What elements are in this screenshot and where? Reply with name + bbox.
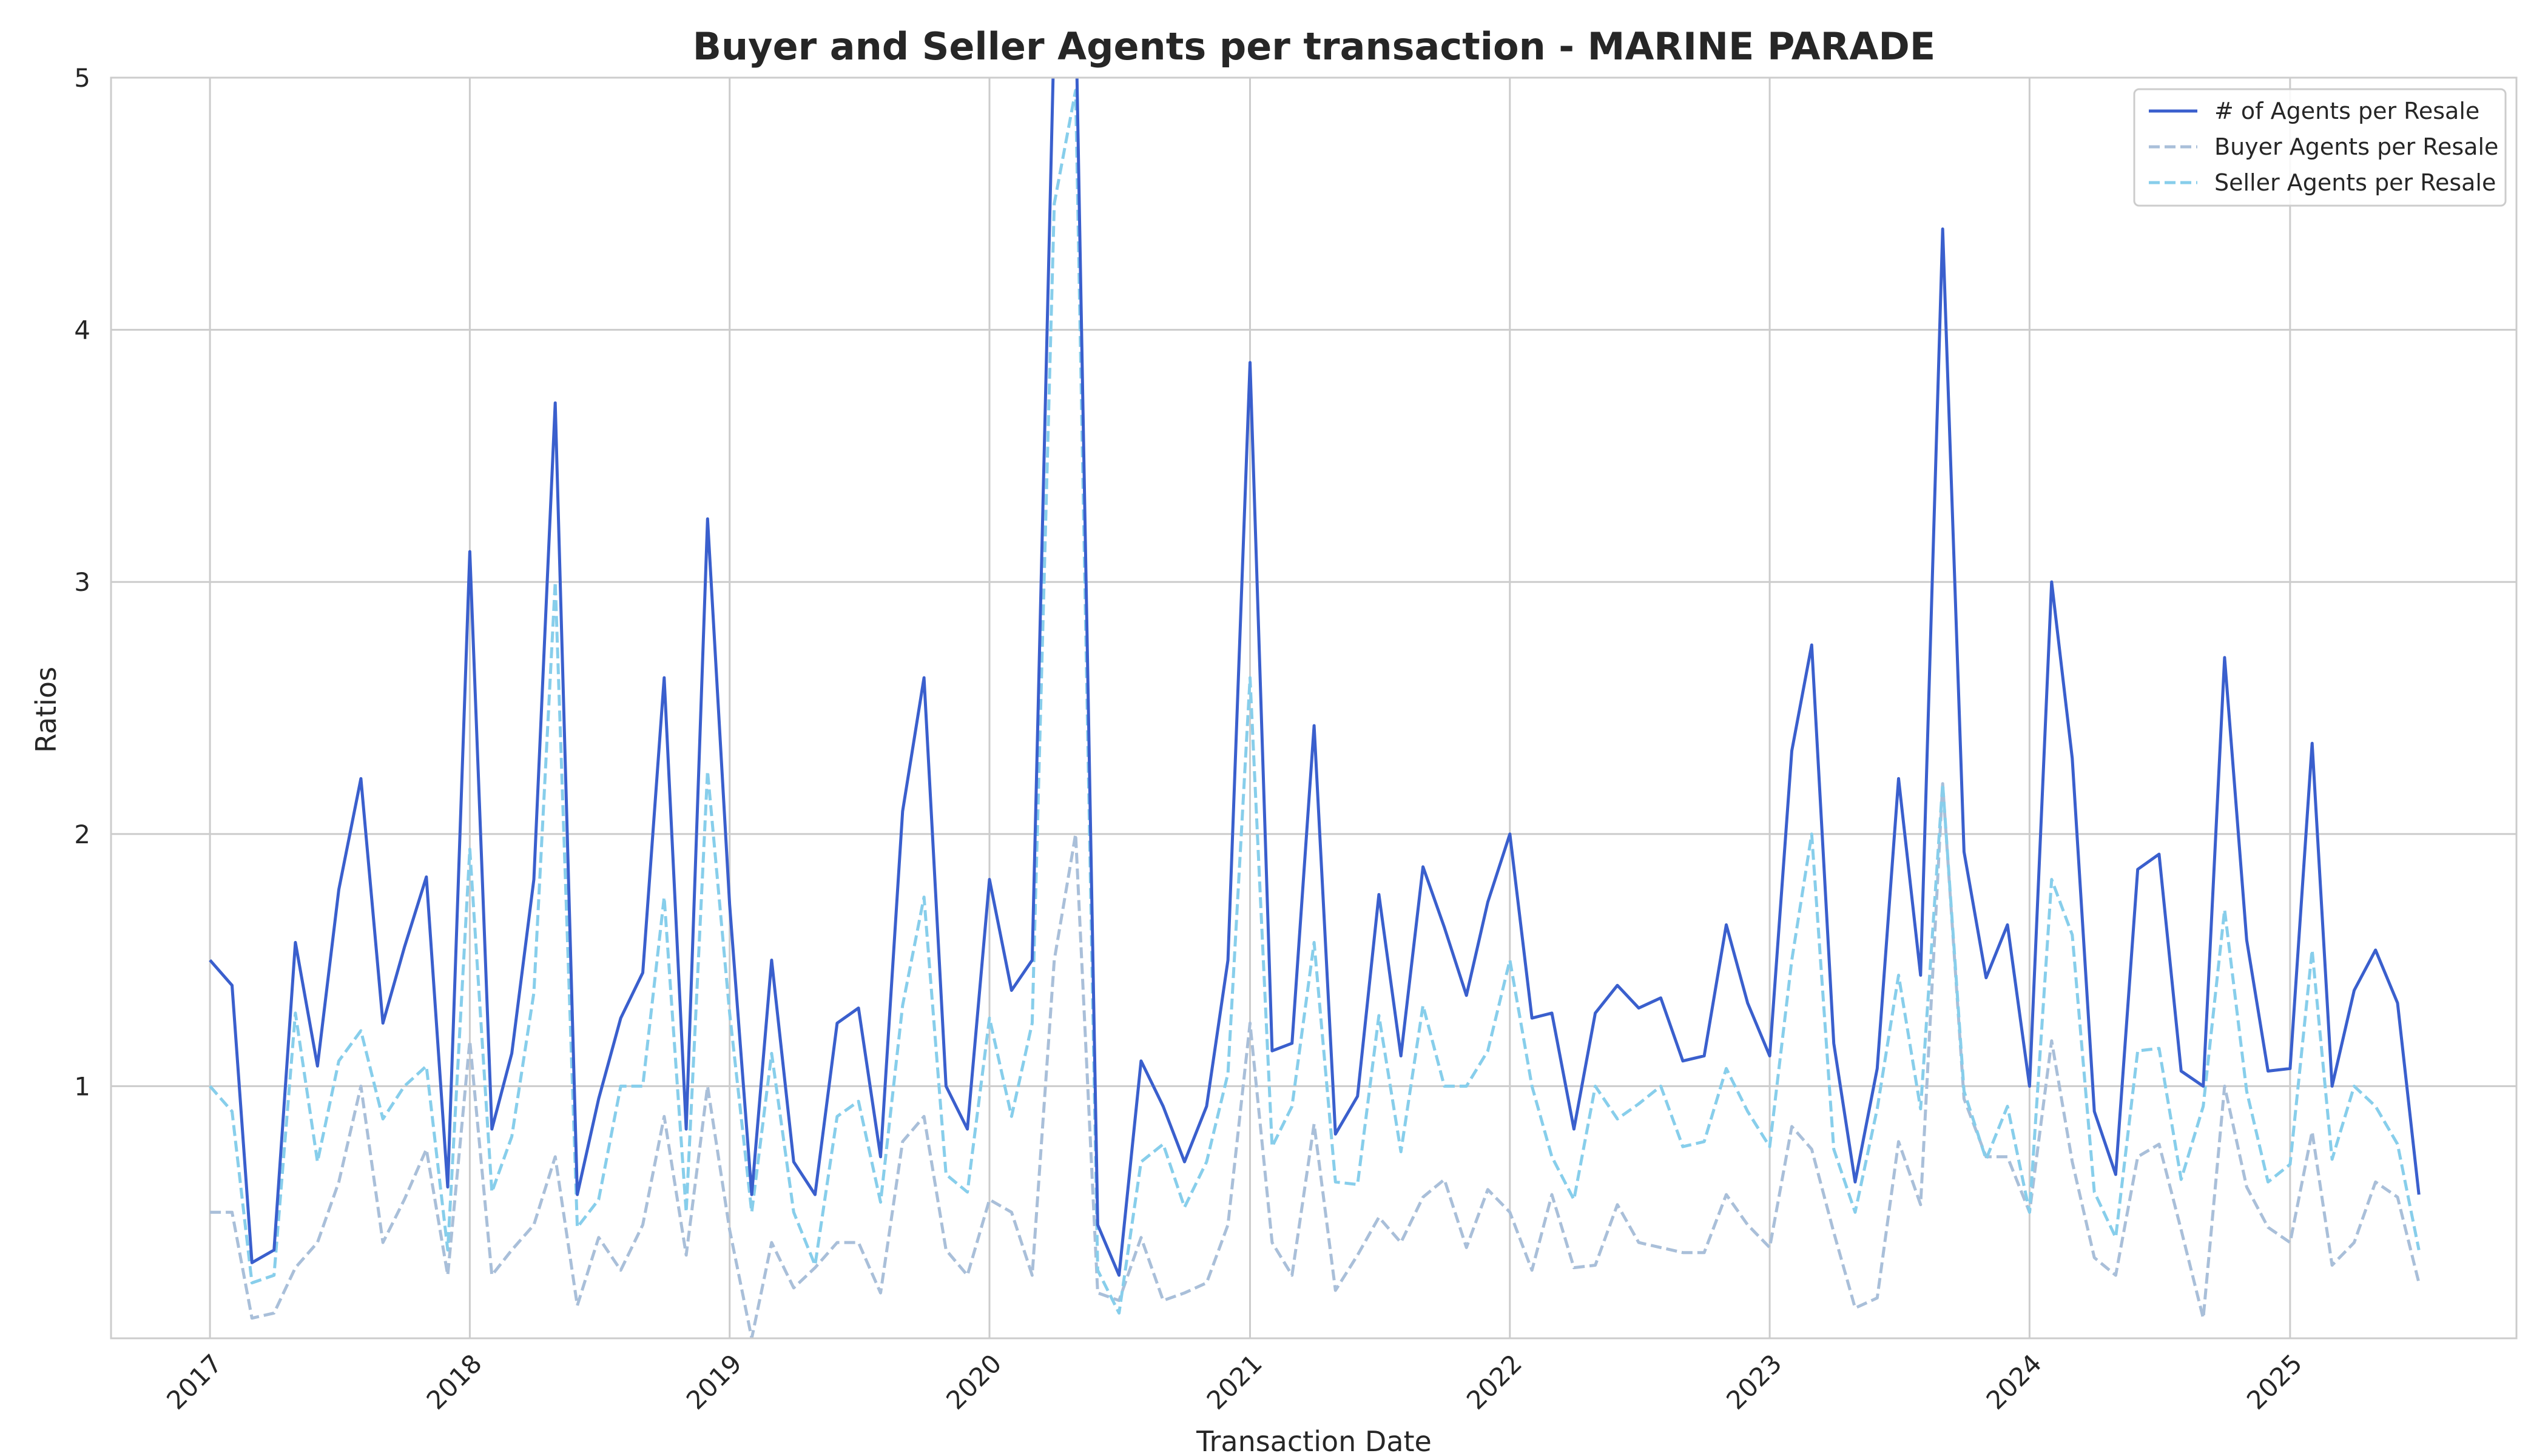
x-tick-label: 2023 [1721,1349,1787,1415]
y-tick-label: 5 [74,63,90,93]
y-tick-label: 4 [74,315,90,345]
y-tick-labels: 1 2 3 4 5 [74,63,90,1101]
plot-area [111,78,2516,1338]
x-tick: 2021 [1201,1349,1268,1415]
x-tick-label: 2017 [161,1349,228,1415]
x-tick-label: 2019 [681,1349,747,1415]
x-tick: 2022 [1461,1349,1528,1415]
series-lines [209,78,2421,1338]
x-tick-labels: 2017 2018 2019 2020 2021 2022 2023 2024 2025 [161,1349,2308,1415]
chart-title: Buyer and Seller Agents per transaction … [693,24,1935,69]
y-tick-label: 3 [74,567,90,597]
series-line-0 [209,78,2421,1277]
plot-frame [110,76,2518,1340]
x-tick: 2018 [421,1349,488,1415]
x-tick-label: 2025 [2241,1349,2308,1415]
x-axis-label: Transaction Date [1196,1425,1432,1456]
legend-box [2133,88,2507,207]
x-tick-label: 2018 [421,1349,488,1415]
x-tick-label: 2021 [1201,1349,1268,1415]
x-tick: 2024 [1980,1349,2047,1415]
legend-label: Seller Agents per Resale [2214,169,2496,196]
legend-label: # of Agents per Resale [2214,98,2479,124]
series-line-2 [209,89,2421,1315]
x-tick: 2017 [161,1349,228,1415]
x-tick: 2019 [681,1349,747,1415]
x-tick-label: 2022 [1461,1349,1528,1415]
x-tick: 2025 [2241,1349,2308,1415]
y-tick-label: 2 [74,820,90,849]
legend-label: Buyer Agents per Resale [2214,133,2498,160]
y-axis-label: Ratios [30,667,62,753]
x-tick: 2020 [940,1349,1007,1415]
x-tick: 2023 [1721,1349,1787,1415]
x-tick-label: 2024 [1980,1349,2047,1415]
y-tick-label: 1 [74,1071,90,1101]
series-line-1 [210,782,2421,1338]
legend: # of Agents per Resale Buyer Agents per R… [2133,88,2507,207]
x-tick-label: 2020 [940,1349,1007,1415]
